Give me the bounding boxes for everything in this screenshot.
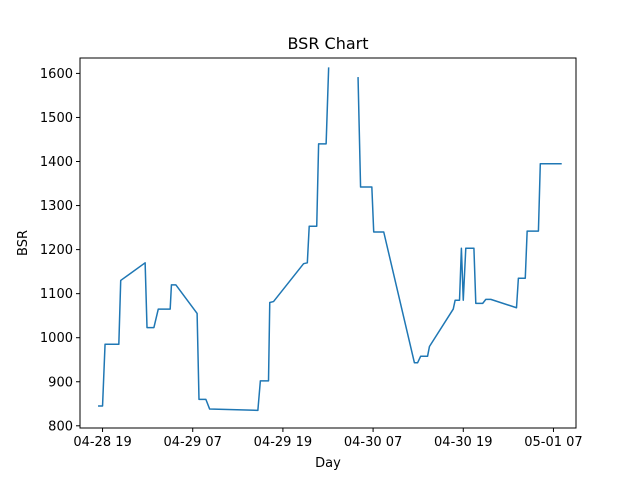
y-tick-label: 1100 (40, 287, 73, 302)
y-tick-label: 1200 (40, 243, 73, 258)
y-tick-label: 1400 (40, 155, 73, 170)
chart-title: BSR Chart (287, 34, 368, 53)
x-tick-label: 04-29 19 (254, 435, 312, 450)
y-tick-label: 900 (48, 375, 73, 390)
x-tick-label: 04-28 19 (73, 435, 131, 450)
x-tick-label: 05-01 07 (524, 435, 582, 450)
x-axis-title: Day (315, 456, 341, 471)
x-tick-label: 04-29 07 (164, 435, 222, 450)
axes-frame (79, 57, 577, 429)
y-tick-label: 1600 (40, 67, 73, 82)
series-line-segment (98, 67, 330, 412)
x-tick-label: 04-30 07 (344, 435, 402, 450)
y-tick-label: 1300 (40, 199, 73, 214)
y-axis-title: BSR (16, 230, 31, 256)
y-tick-label: 800 (48, 419, 73, 434)
plot-area (98, 67, 562, 412)
x-tick-label: 04-30 19 (434, 435, 492, 450)
y-tick-label: 1000 (40, 331, 73, 346)
y-tick-label: 1500 (40, 111, 73, 126)
axes-ticks: 04-28 19 04-29 07 04-29 19 04-30 07 04-30 19… (40, 67, 583, 450)
series-line-segment (357, 77, 562, 364)
